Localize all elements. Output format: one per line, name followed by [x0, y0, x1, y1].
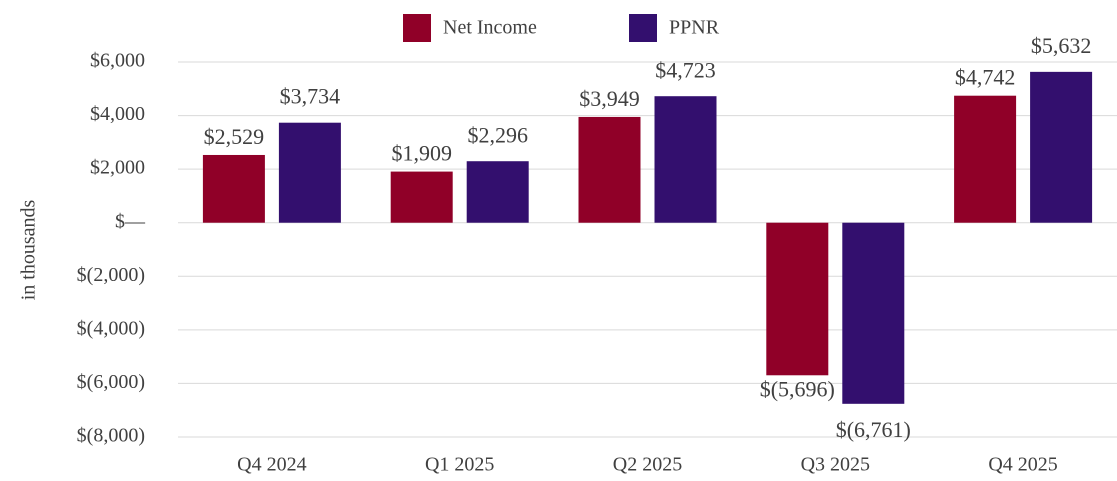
y-tick-label: $6,000 — [90, 50, 145, 72]
legend-swatch — [629, 14, 657, 42]
value-label: $3,949 — [579, 86, 640, 111]
bar — [766, 222, 829, 376]
bar — [390, 171, 453, 223]
value-label: $(5,696) — [760, 376, 835, 401]
bar — [202, 154, 265, 223]
x-tick-label: Q4 2024 — [237, 454, 306, 476]
x-tick-label: Q2 2025 — [613, 454, 682, 476]
value-label: $1,909 — [391, 141, 452, 166]
y-tick-label: $(6,000) — [77, 371, 145, 393]
legend-label: PPNR — [669, 17, 720, 39]
x-tick-label: Q1 2025 — [425, 454, 494, 476]
y-tick-label: $— — [115, 210, 146, 232]
value-label: $2,296 — [467, 122, 528, 147]
bar — [278, 122, 341, 223]
y-tick-label: $(8,000) — [77, 425, 145, 447]
bar — [1030, 71, 1093, 223]
bar — [954, 95, 1017, 223]
y-tick-label: $2,000 — [90, 157, 145, 179]
value-label: $3,734 — [280, 84, 341, 109]
value-label: $5,632 — [1031, 33, 1092, 58]
x-tick-label: Q3 2025 — [801, 454, 870, 476]
legend-label: Net Income — [443, 17, 537, 39]
value-label: $4,723 — [655, 57, 716, 82]
bar — [578, 116, 641, 223]
bar — [654, 96, 717, 223]
y-tick-label: $(4,000) — [77, 317, 145, 339]
value-label: $(6,761) — [836, 417, 911, 442]
y-tick-label: $(2,000) — [77, 264, 145, 286]
y-tick-label: $4,000 — [90, 103, 145, 125]
legend-swatch — [403, 14, 431, 42]
value-label: $4,742 — [955, 65, 1016, 90]
x-tick-label: Q4 2025 — [988, 454, 1057, 476]
bar — [466, 161, 529, 223]
bar — [842, 222, 905, 404]
y-axis-label: in thousands — [18, 200, 40, 301]
value-label: $2,529 — [204, 124, 265, 149]
